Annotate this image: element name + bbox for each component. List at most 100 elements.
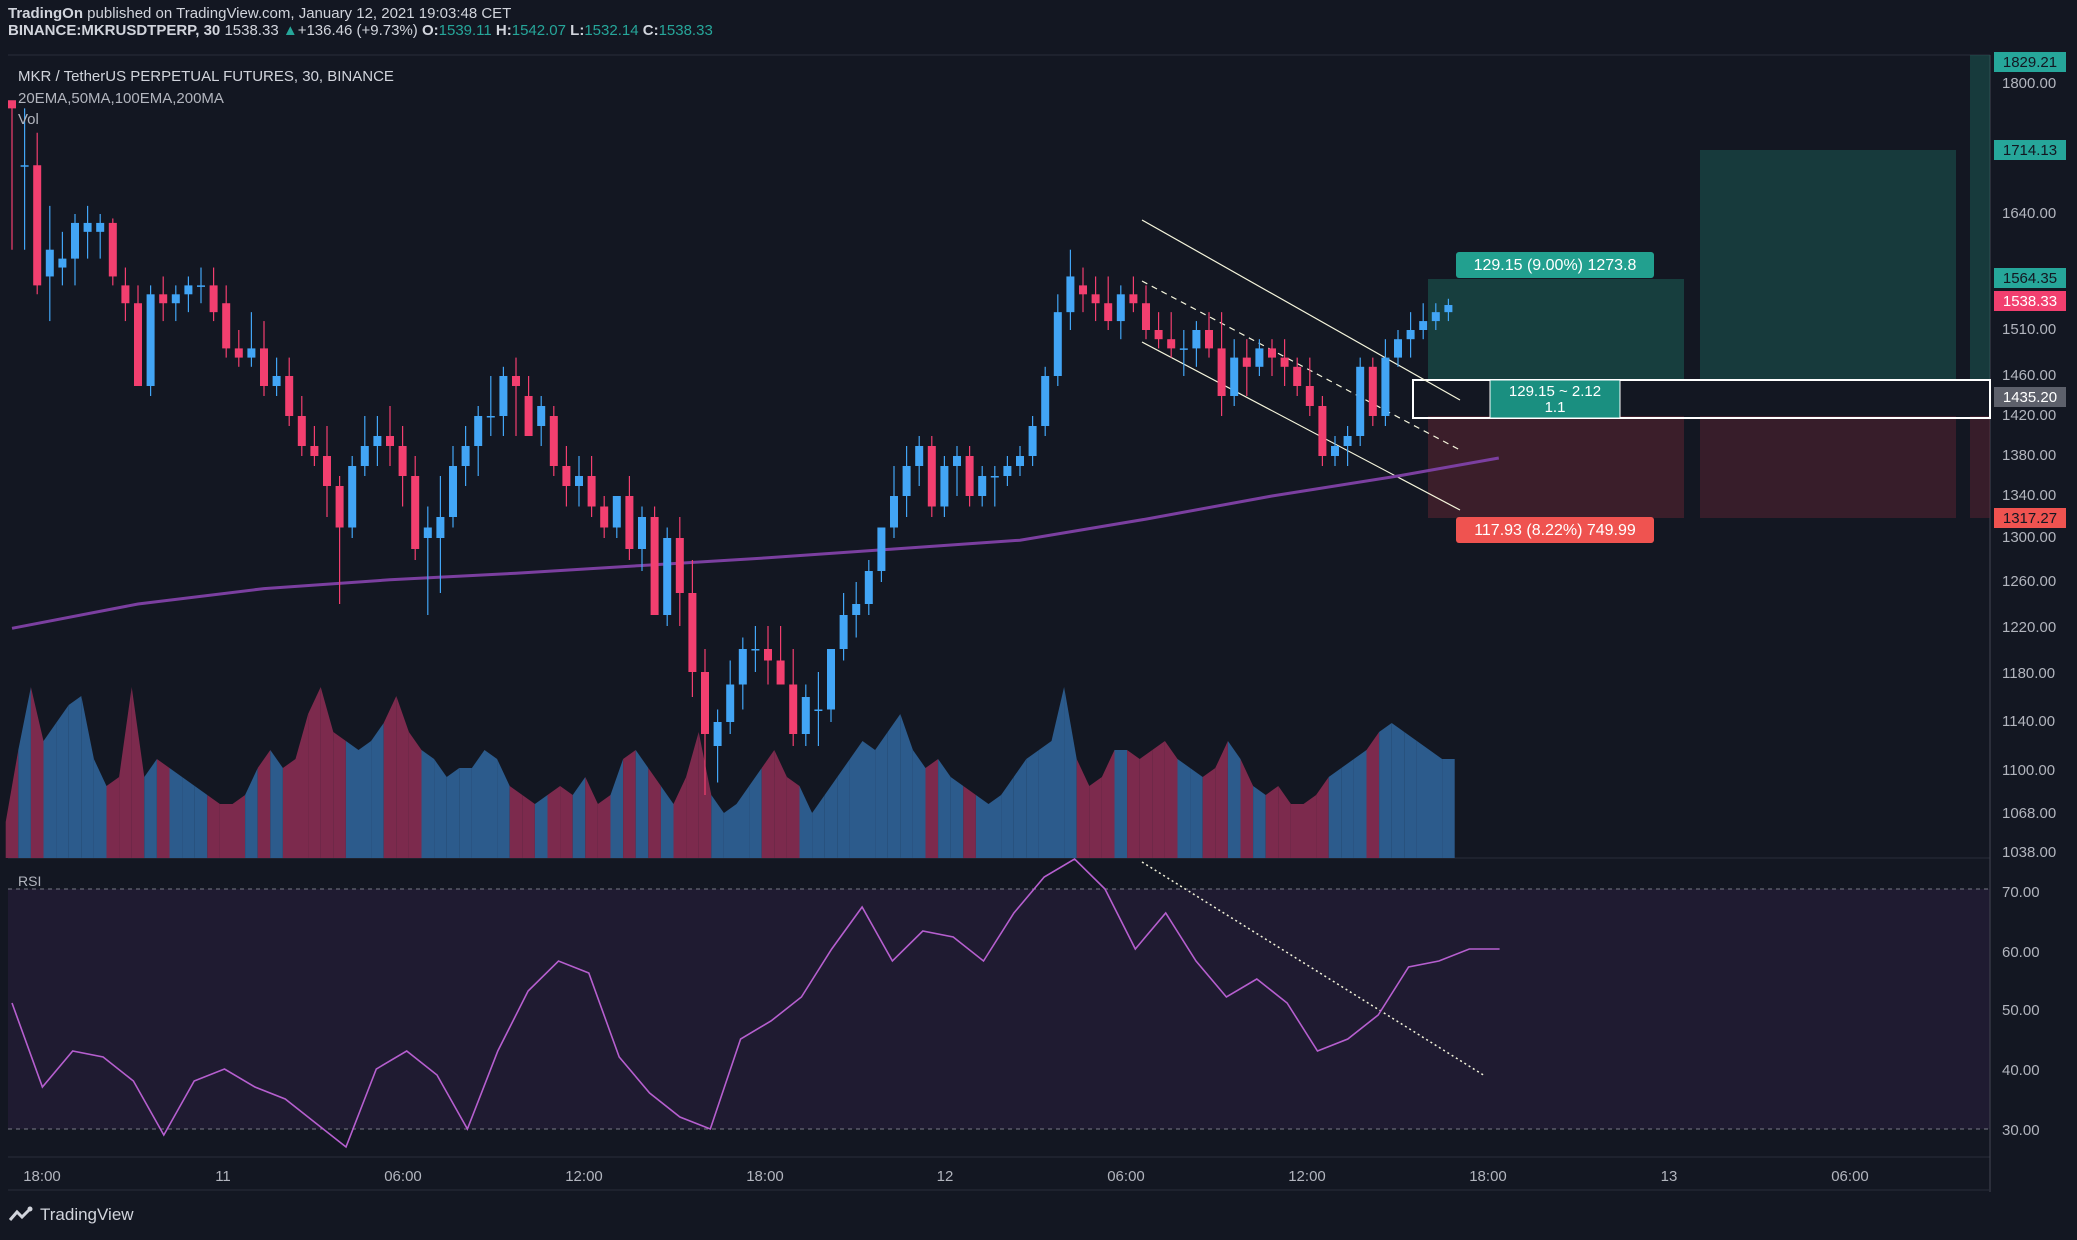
candle-body [108,222,117,277]
candle-body [575,476,583,486]
volume-bar [282,759,296,858]
center-label[interactable]: 129.15 ~ 2.12 1.1 [1489,379,1621,419]
rsi-tick: 50.00 [2002,1002,2040,1019]
volume-bar [1177,759,1191,858]
volume-bar [1001,777,1014,858]
time-tick: 06:00 [384,1168,422,1185]
volume-bar [1089,777,1102,858]
volume-bar [812,795,825,858]
volume-bar [635,750,649,858]
volume-bar [333,732,346,858]
target-label[interactable]: 129.15 (9.00%) 1273.8 [1456,252,1654,278]
loss-zone [1428,416,1684,518]
legend-volume[interactable]: Vol [18,111,39,128]
volume-bar [1139,750,1153,858]
time-tick: 18:00 [746,1168,784,1185]
candle-body [348,466,357,528]
center-label-line1: 129.15 ~ 2.12 [1509,383,1601,400]
publisher-name[interactable]: TradingOn [8,5,83,22]
volume-bar [1316,777,1329,858]
volume-bar [131,687,145,858]
volume-bar [1429,750,1443,858]
rsi-axis[interactable]: 70.00 60.00 50.00 40.00 30.00 [2002,884,2040,1139]
open-label: O: [421,22,439,39]
long-position-tool[interactable] [1412,55,1991,518]
candle-body [562,466,571,486]
candle-body [1167,339,1176,349]
volume-bar [1152,741,1165,858]
candle-body [1343,436,1352,446]
brand-text: TradingView [40,1205,134,1224]
price-tick: 1220.00 [2002,619,2056,636]
rsi-band [8,889,1990,1129]
volume-series [5,687,1455,858]
descending-channel[interactable] [1141,219,1461,511]
candle-body [423,527,432,538]
price-label-1564: 1564.35 [2003,270,2057,287]
time-axis[interactable]: 18:00 11 06:00 12:00 18:00 12 06:00 12:0… [23,1168,1869,1185]
profit-zone [1428,279,1684,380]
volume-bar [849,741,863,858]
volume-bar [887,714,901,858]
target-label-text: 129.15 (9.00%) 1273.8 [1474,257,1637,274]
legend-indicators[interactable]: 20EMA,50MA,100EMA,200MA [18,90,224,107]
candle-body [20,165,29,167]
volume-bar [194,786,208,858]
volume-bar [875,732,888,858]
volume-bar [862,741,876,858]
volume-bar [912,750,926,858]
time-tick: 13 [1661,1168,1678,1185]
volume-bar [597,795,611,858]
candle-body [839,615,848,649]
time-tick: 12:00 [565,1168,603,1185]
tradingview-brand[interactable]: TradingView [8,1205,134,1225]
volume-bar [686,732,699,858]
candle-body [1318,406,1327,456]
rsi-line [11,857,1500,1149]
volume-bar [421,750,435,858]
candle-body [222,303,231,349]
volume-bar [446,768,460,858]
candle-body [1192,330,1201,349]
high-label: H: [495,22,512,39]
candle-body [83,222,92,232]
candle-body [688,593,697,672]
volume-bar [774,750,787,858]
tradingview-logo-icon [8,1206,33,1221]
volume-bar [799,786,813,858]
candle-body [1394,339,1402,358]
entry-box[interactable] [1412,379,1991,419]
candle-body [1041,376,1050,426]
volume-bar [1379,723,1392,858]
volume-bar [358,741,372,858]
volume-bar [925,759,939,858]
volume-bar [723,804,737,858]
top-bar: TradingOn published on TradingView.com, … [0,0,2077,52]
candle-body [171,294,180,304]
volume-bar [144,759,157,858]
price-label-stop: 1317.27 [2003,510,2057,527]
candle-body [8,100,16,109]
rsi-series [11,857,1500,1149]
legend-title: MKR / TetherUS PERPETUAL FUTURES, 30, BI… [18,68,394,85]
candle-body [285,376,294,416]
volume-bar [824,777,838,858]
candle-body [852,604,861,615]
volume-bar [975,795,989,858]
candle-body [1406,330,1415,340]
candle-body [512,376,520,386]
candle-body [1230,357,1239,396]
rsi-tick: 70.00 [2002,884,2040,901]
legend-rsi[interactable]: RSI [18,873,41,889]
volume-bar [1366,732,1380,858]
candle-body [45,249,54,277]
candle-body [310,446,319,456]
stop-label[interactable]: 117.93 (8.22%) 749.99 [1456,517,1654,543]
price-axis[interactable]: 1800.00 1640.00 1510.00 1460.00 1420.00 … [2002,75,2056,861]
up-arrow-icon: ▲ [282,22,298,39]
volume-bar [30,687,44,858]
volume-bar [484,750,498,858]
rsi-trendline[interactable] [1141,861,1486,1077]
candle-body [386,436,394,446]
